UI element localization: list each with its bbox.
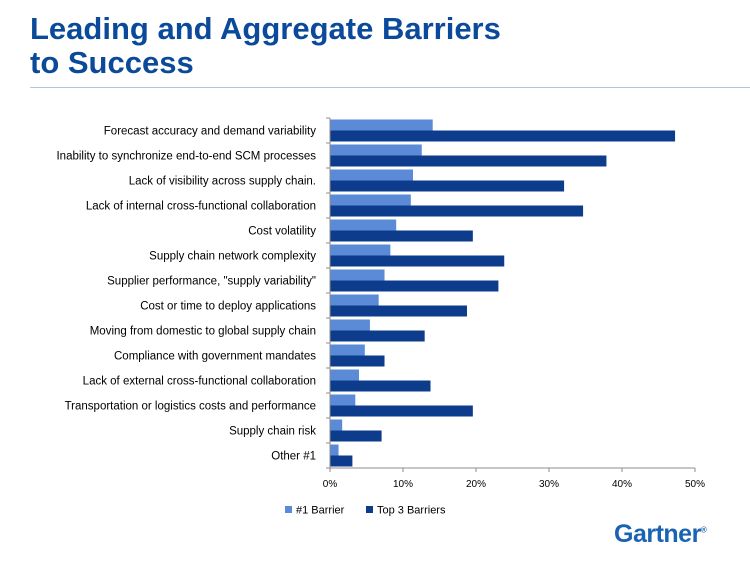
category-label: Moving from domestic to global supply ch… <box>90 326 316 338</box>
x-tick-label: 50% <box>685 479 705 490</box>
slide-title-line-1: Leading and Aggregate Barriers <box>30 11 501 46</box>
x-tick-label: 20% <box>466 479 486 490</box>
category-label: Supply chain risk <box>229 426 316 438</box>
category-label: Compliance with government mandates <box>114 351 316 363</box>
bar-top-three-barriers <box>330 205 584 217</box>
bar-number-one-barrier <box>330 144 422 156</box>
x-tick-label: 0% <box>323 479 338 490</box>
bar-number-one-barrier <box>330 369 359 381</box>
bar-number-one-barrier <box>330 444 339 456</box>
bar-top-three-barriers <box>330 180 565 192</box>
bar-number-one-barrier <box>330 419 343 431</box>
category-label: Cost volatility <box>248 226 316 238</box>
legend-swatch <box>366 506 373 513</box>
bar-top-three-barriers <box>330 330 425 342</box>
bar-top-three-barriers <box>330 305 468 317</box>
bar-number-one-barrier <box>330 269 385 281</box>
category-label: Other #1 <box>271 451 316 463</box>
x-tick-label: 40% <box>612 479 632 490</box>
category-label: Lack of visibility across supply chain. <box>129 176 316 188</box>
bar-number-one-barrier <box>330 169 413 181</box>
slide-title-line-2: to Success <box>30 45 194 80</box>
bar-top-three-barriers <box>330 130 676 142</box>
bar-top-three-barriers <box>330 430 382 442</box>
legend-label: #1 Barrier <box>296 505 345 517</box>
bar-number-one-barrier <box>330 119 433 131</box>
bar-number-one-barrier <box>330 394 356 406</box>
title-divider <box>30 87 750 88</box>
bar-top-three-barriers <box>330 230 473 242</box>
bar-number-one-barrier <box>330 194 411 206</box>
legend-label: Top 3 Barriers <box>377 505 446 517</box>
legend-swatch <box>285 506 292 513</box>
x-tick-label: 30% <box>539 479 559 490</box>
registered-mark-icon: ® <box>700 525 707 535</box>
category-label: Lack of internal cross-functional collab… <box>86 201 316 213</box>
bar-top-three-barriers <box>330 355 385 367</box>
bar-top-three-barriers <box>330 155 607 167</box>
bar-number-one-barrier <box>330 244 391 256</box>
category-label: Lack of external cross-functional collab… <box>83 376 316 388</box>
slide-title: Leading and Aggregate Barriers to Succes… <box>30 12 501 80</box>
bar-number-one-barrier <box>330 319 370 331</box>
category-label: Inability to synchronize end-to-end SCM … <box>56 151 316 163</box>
bar-top-three-barriers <box>330 405 473 417</box>
gartner-logo: Gartner® <box>614 520 707 549</box>
bar-top-three-barriers <box>330 455 353 467</box>
bar-number-one-barrier <box>330 294 379 306</box>
gartner-logo-text: Gartner <box>614 520 701 548</box>
bar-number-one-barrier <box>330 219 397 231</box>
bar-top-three-barriers <box>330 380 431 392</box>
x-tick-label: 10% <box>393 479 413 490</box>
category-label: Supply chain network complexity <box>149 251 316 263</box>
category-label: Forecast accuracy and demand variability <box>104 126 316 138</box>
bar-number-one-barrier <box>330 344 365 356</box>
bar-top-three-barriers <box>330 280 499 292</box>
bar-top-three-barriers <box>330 255 505 267</box>
category-label: Cost or time to deploy applications <box>140 301 316 313</box>
category-label: Supplier performance, "supply variabilit… <box>107 276 316 288</box>
category-label: Transportation or logistics costs and pe… <box>65 401 316 413</box>
